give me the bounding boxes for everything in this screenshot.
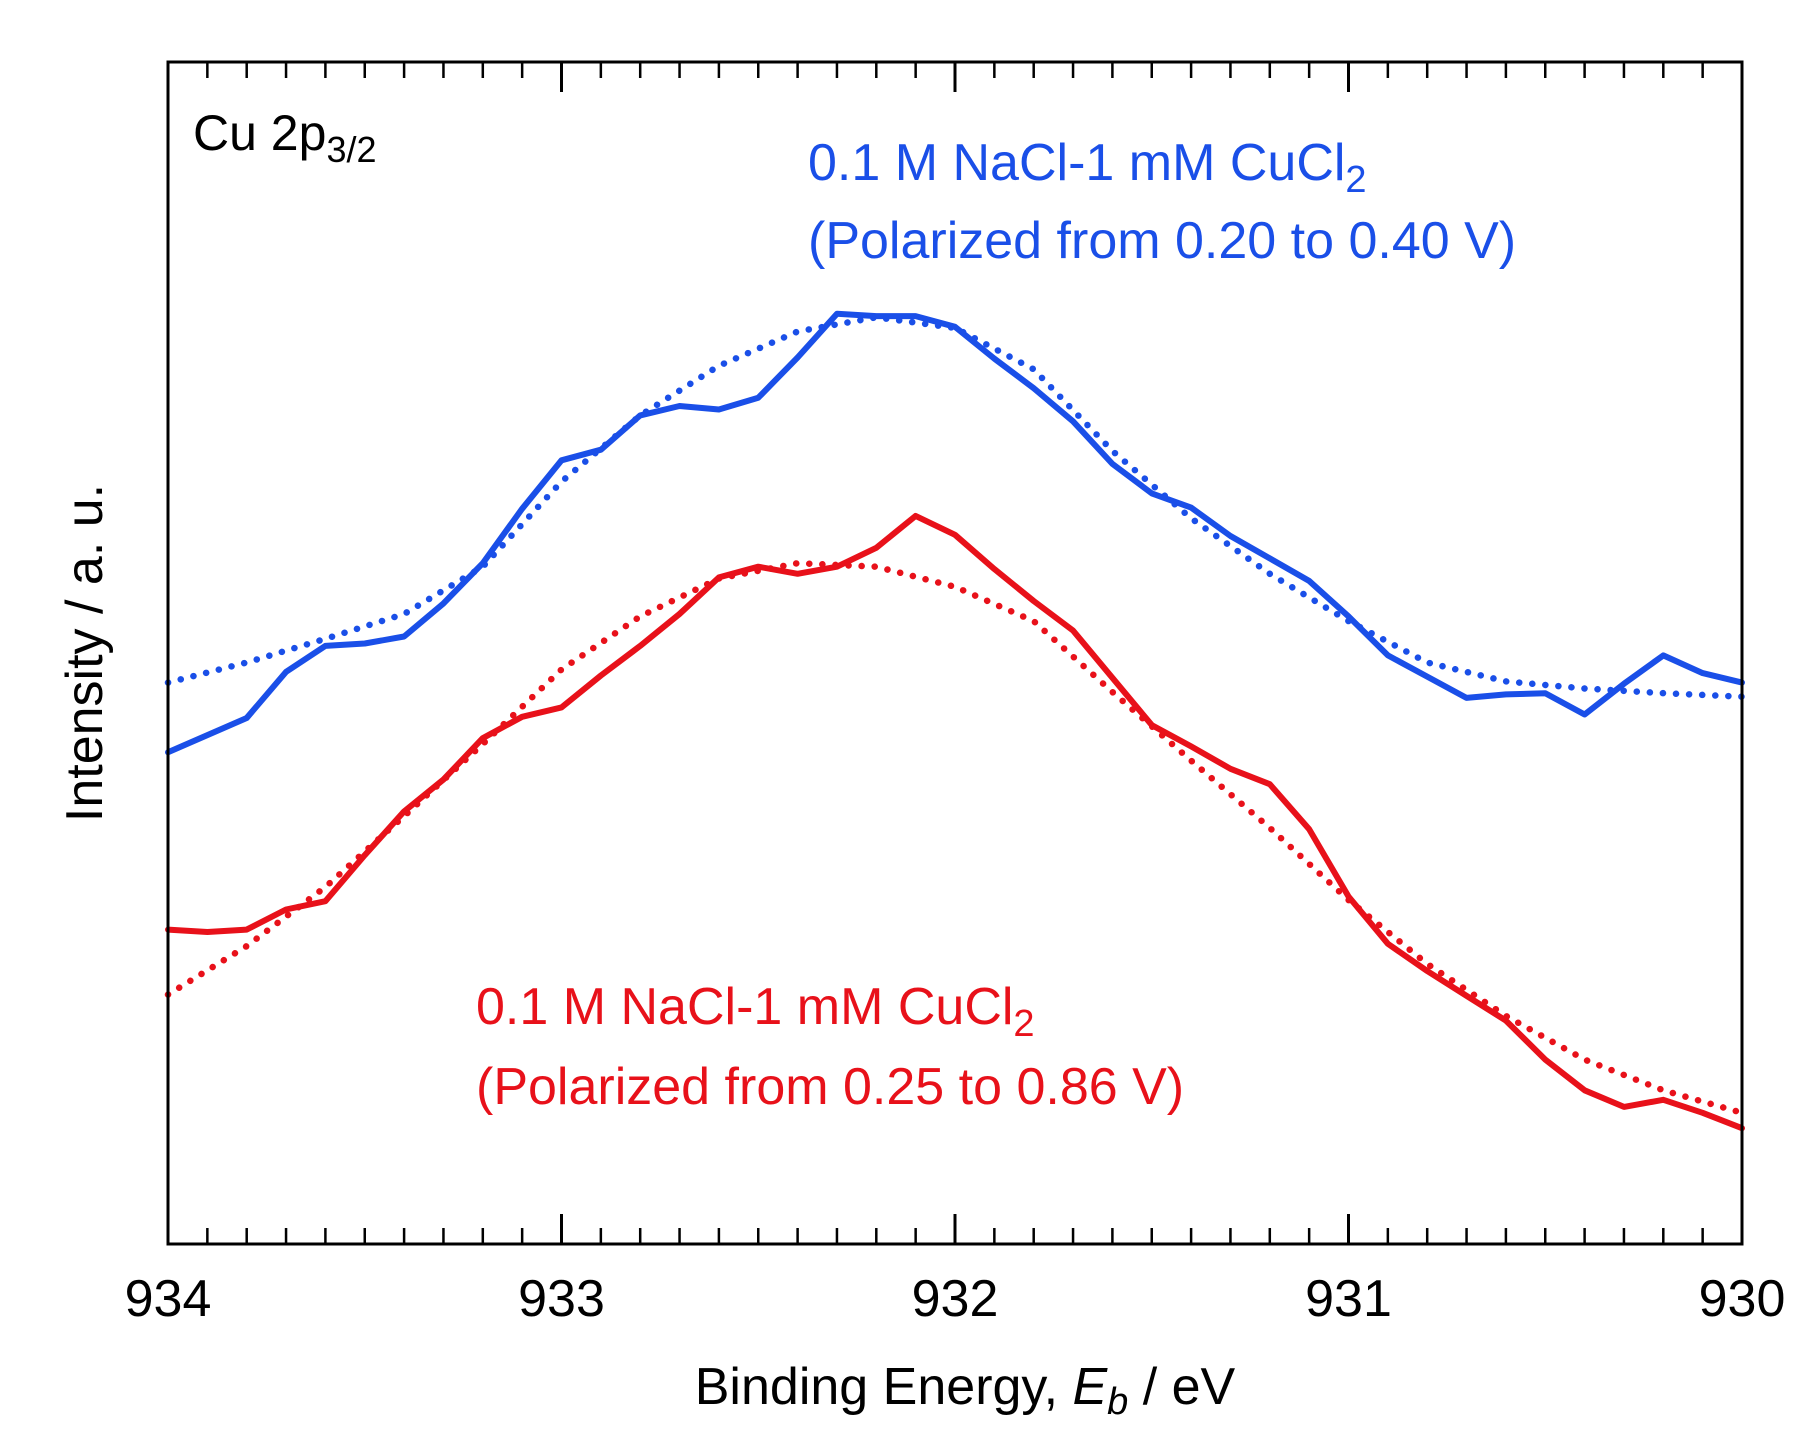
annotation-blue: 0.1 M NaCl-1 mM CuCl2 (Polarized from 0.… bbox=[808, 134, 1516, 270]
panel-label-subscript: 3/2 bbox=[326, 129, 376, 170]
panel-label: Cu 2p3/2 bbox=[193, 105, 376, 170]
annotation-red-line-2: (Polarized from 0.25 to 0.86 V) bbox=[476, 1058, 1184, 1116]
annotation-red-line-1-text: 0.1 M NaCl-1 mM CuCl bbox=[476, 978, 1013, 1036]
annotation-red-line-1: 0.1 M NaCl-1 mM CuCl2 bbox=[476, 978, 1035, 1045]
annotation-red-line-1-subscript: 2 bbox=[1013, 1003, 1034, 1045]
series-line-2-measured bbox=[165, 512, 1745, 1132]
annotation-red: 0.1 M NaCl-1 mM CuCl2 (Polarized from 0.… bbox=[476, 978, 1184, 1116]
panel-label-text: Cu 2p bbox=[193, 105, 326, 161]
x-tick-labels: 934 933 932 931 930 bbox=[125, 1270, 1786, 1328]
x-axis-title-unit: / eV bbox=[1128, 1358, 1235, 1416]
x-tick-label: 934 bbox=[125, 1270, 212, 1328]
x-axis-title: Binding Energy, Eb / eV bbox=[695, 1358, 1236, 1423]
annotation-blue-line-1-subscript: 2 bbox=[1345, 159, 1366, 201]
x-axis-title-variable: E bbox=[1072, 1358, 1108, 1416]
x-tick-label: 933 bbox=[518, 1270, 605, 1328]
series-line-1-fit bbox=[164, 314, 1746, 700]
x-tick-label: 931 bbox=[1305, 1270, 1392, 1328]
plot-frame bbox=[166, 60, 1744, 1246]
series-line-0-measured bbox=[165, 310, 1745, 756]
annotation-blue-line-1-text: 0.1 M NaCl-1 mM CuCl bbox=[808, 134, 1345, 192]
x-tick-label: 930 bbox=[1699, 1270, 1786, 1328]
x-axis-title-variable-subscript: b bbox=[1107, 1381, 1128, 1423]
annotation-blue-line-2: (Polarized from 0.20 to 0.40 V) bbox=[808, 212, 1516, 270]
x-tick-label: 932 bbox=[912, 1270, 999, 1328]
x-axis-title-text: Binding Energy, bbox=[695, 1358, 1073, 1416]
y-axis-title: Intensity / a. u. bbox=[56, 484, 114, 822]
series-layer bbox=[164, 310, 1746, 1132]
annotation-blue-line-1: 0.1 M NaCl-1 mM CuCl2 bbox=[808, 134, 1367, 201]
